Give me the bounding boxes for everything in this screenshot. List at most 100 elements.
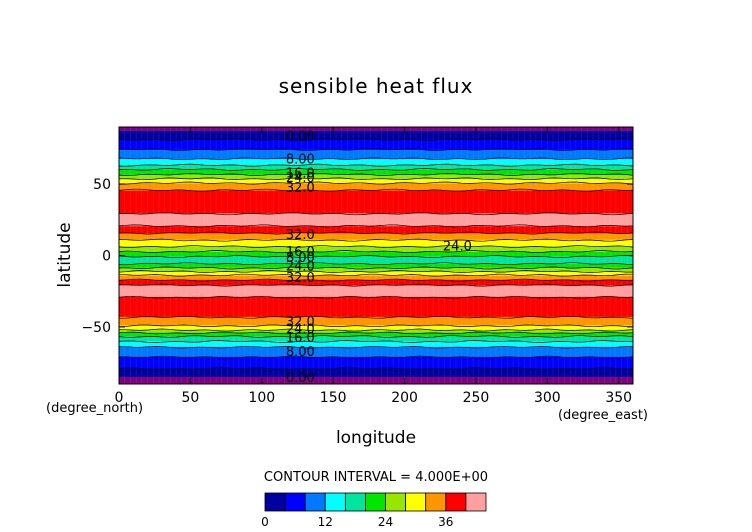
heat-band (119, 238, 633, 240)
heat-band (119, 184, 633, 187)
contour-line (119, 355, 633, 359)
heat-band (119, 265, 633, 267)
colorbar-swatch (405, 492, 427, 512)
heat-band (119, 141, 633, 143)
heat-band (119, 264, 633, 267)
heat-band (119, 294, 633, 296)
heat-band (119, 155, 633, 157)
heat-band (119, 286, 633, 289)
heat-band (119, 365, 633, 367)
colorbar-swatch (425, 492, 447, 512)
heat-band (119, 347, 633, 349)
heat-band (119, 291, 633, 294)
heat-band (119, 130, 633, 132)
heat-band (119, 369, 633, 372)
heat-band (119, 181, 633, 184)
heat-band (119, 256, 633, 258)
heat-band (119, 132, 633, 135)
heat-band (119, 341, 633, 343)
heat-band (119, 236, 633, 239)
heat-band (119, 324, 633, 327)
heat-band (119, 136, 633, 138)
heat-band (119, 190, 633, 192)
contour-label: 32.0 (286, 315, 315, 330)
heat-band (119, 346, 633, 348)
heat-band (119, 293, 633, 295)
heat-band (119, 343, 633, 345)
heat-band (119, 141, 633, 144)
heat-band (119, 166, 633, 169)
heat-band (119, 234, 633, 236)
heat-band (119, 171, 633, 174)
heat-band (119, 201, 633, 203)
contour-line (119, 340, 633, 343)
heat-band (119, 374, 633, 376)
heat-band (119, 196, 633, 198)
heat-band (119, 187, 633, 189)
heat-band (119, 363, 633, 365)
contour-labels: 0.008.0016.024.032.032.024.016.08.0024.0… (286, 130, 472, 386)
heat-band (119, 291, 633, 293)
heat-band (119, 375, 633, 377)
colorbar-swatch (324, 492, 346, 512)
heat-band (119, 153, 633, 155)
heat-band (119, 376, 633, 378)
contour-line (119, 212, 633, 216)
heat-band (119, 166, 633, 168)
heat-band (119, 335, 633, 337)
heat-band (119, 131, 633, 134)
heat-band (119, 151, 633, 153)
heat-band (119, 201, 633, 204)
heat-band (119, 319, 633, 322)
heat-band (119, 334, 633, 336)
heat-band (119, 316, 633, 319)
heat-band (119, 269, 633, 272)
heat-band (119, 357, 633, 359)
heat-band (119, 168, 633, 170)
heat-band (119, 314, 633, 317)
heat-band (119, 271, 633, 274)
contour-label: 32.0 (286, 271, 315, 286)
heat-band (119, 269, 633, 271)
heat-band (119, 300, 633, 302)
heat-band (119, 326, 633, 329)
x-tick-label: 50 (181, 390, 199, 406)
contour-label: 16.0 (286, 331, 315, 346)
heat-band (119, 247, 633, 249)
heat-band (119, 182, 633, 184)
heat-band (119, 329, 633, 332)
heat-band (119, 346, 633, 349)
heat-band (119, 266, 633, 268)
contour-line (119, 163, 633, 167)
heat-band (119, 275, 633, 277)
heat-band (119, 211, 633, 214)
heat-band (119, 281, 633, 284)
heat-band (119, 185, 633, 187)
contour-line (119, 328, 633, 332)
heat-band (119, 342, 633, 344)
heat-band (119, 179, 633, 181)
heat-band (119, 312, 633, 314)
contour-interval-text: CONTOUR INTERVAL = 4.000E+00 (264, 470, 488, 485)
heat-band (119, 349, 633, 351)
heat-band (119, 276, 633, 279)
heat-band (119, 229, 633, 231)
heat-band (119, 351, 633, 354)
contour-line (119, 315, 633, 319)
heat-band (119, 209, 633, 211)
heat-band (119, 306, 633, 308)
heat-band (119, 199, 633, 202)
heat-band (119, 334, 633, 337)
heat-band (119, 170, 633, 172)
heat-band (119, 186, 633, 188)
contour-line (119, 335, 633, 338)
heat-band (119, 164, 633, 167)
heat-band (119, 179, 633, 182)
heat-band (119, 172, 633, 175)
heat-band (119, 289, 633, 292)
heat-band (119, 159, 633, 162)
x-unit-label: (degree_east) (558, 408, 648, 423)
heat-band (119, 355, 633, 357)
colorbar-swatch (385, 492, 407, 512)
contour-label: 24.0 (443, 240, 472, 255)
